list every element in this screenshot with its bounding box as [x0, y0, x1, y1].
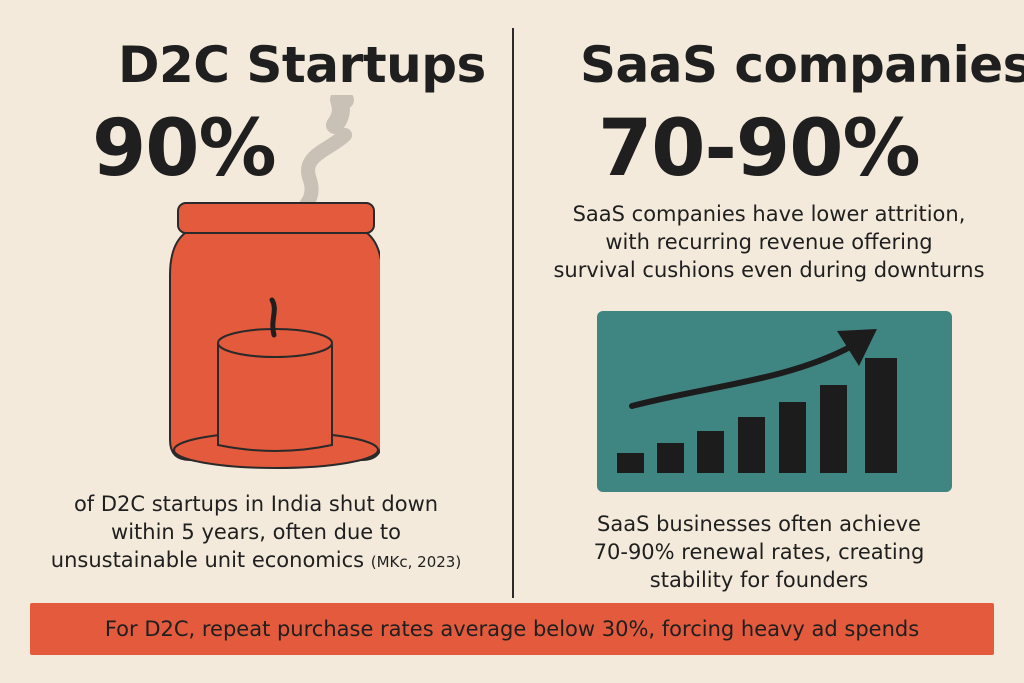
saas-bottom-line-3: stability for founders: [649, 568, 869, 592]
footer-banner: For D2C, repeat purchase rates average b…: [30, 603, 994, 655]
candle-jar-icon: [169, 95, 380, 469]
footer-text: For D2C, repeat purchase rates average b…: [104, 617, 920, 641]
d2c-desc-line-3-text: unsustainable unit economics: [50, 548, 365, 572]
saas-top-line-1: SaaS companies have lower attrition,: [572, 202, 966, 226]
saas-title: SaaS companies: [580, 36, 1024, 94]
saas-stat: 70-90%: [598, 104, 921, 194]
saas-bottom-line-1: SaaS businesses often achieve: [597, 512, 921, 536]
saas-top-description: SaaS companies have lower attrition, wit…: [516, 200, 1022, 284]
d2c-stat: 90%: [92, 104, 277, 194]
d2c-description: of D2C startups in India shut down withi…: [4, 490, 508, 576]
saas-panel: SaaS companies 70-90% SaaS companies hav…: [514, 0, 1024, 600]
saas-top-line-2: with recurring revenue offering: [605, 230, 933, 254]
panel-divider: [512, 28, 514, 598]
saas-bottom-line-2: 70-90% renewal rates, creating: [593, 540, 925, 564]
growth-chart-icon: [597, 311, 952, 492]
d2c-title: D2C Startups: [118, 36, 486, 94]
d2c-desc-line-2: within 5 years, often due to: [111, 520, 401, 544]
d2c-desc-line-1: of D2C startups in India shut down: [73, 492, 439, 516]
citation: (MKc, 2023): [370, 553, 462, 571]
saas-bottom-description: SaaS businesses often achieve 70-90% ren…: [514, 510, 1004, 594]
d2c-panel: D2C Startups 90% of D2C startups in Indi…: [0, 0, 512, 600]
d2c-desc-line-3: unsustainable unit economics (MKc, 2023): [4, 546, 508, 576]
saas-top-line-3: survival cushions even during downturns: [553, 258, 985, 282]
